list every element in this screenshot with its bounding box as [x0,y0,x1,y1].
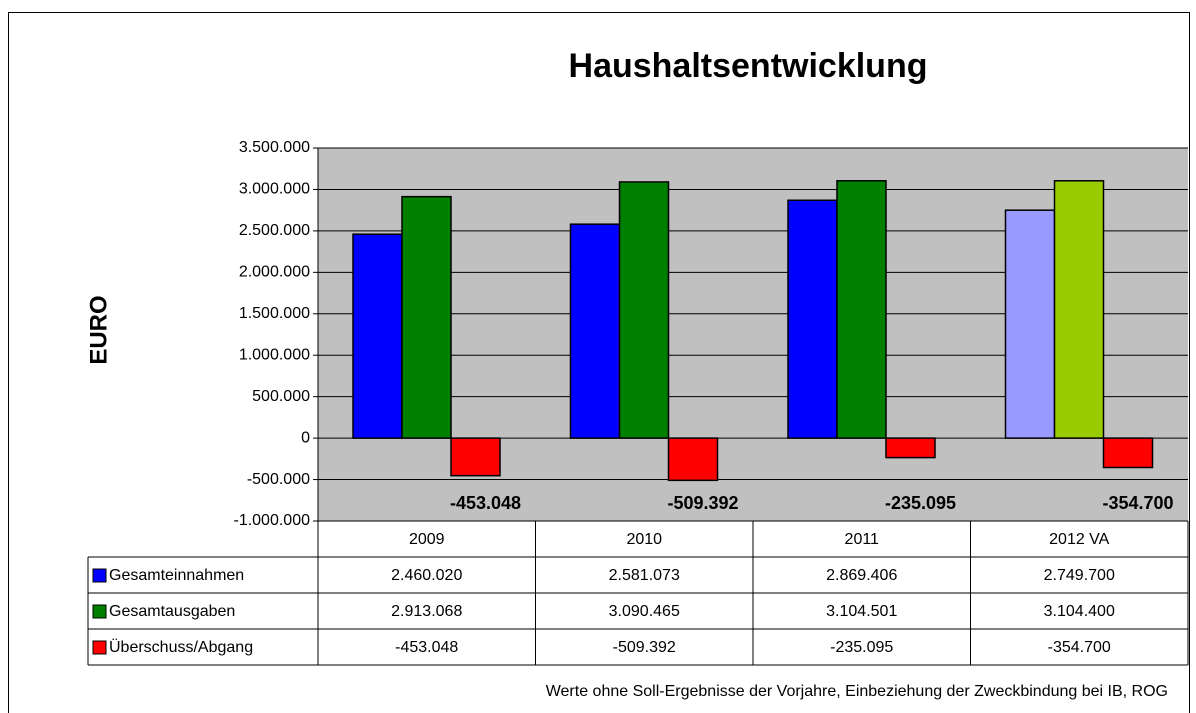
y-tick-label: 0 [301,429,310,446]
y-tick-label: 2.500.000 [239,222,310,239]
bar [787,199,838,439]
bar [1053,180,1105,439]
table-value: 3.090.465 [609,603,680,620]
table-value: -354.700 [1048,639,1111,656]
y-axis-label: EURO [85,295,112,364]
table-value: 2.913.068 [391,603,462,620]
table-value: 2.581.073 [609,567,680,584]
legend-swatch [92,568,107,583]
table-value: -453.048 [395,639,458,656]
y-tick-label: 1.500.000 [239,305,310,322]
chart-title: Haushaltsentwicklung [569,47,928,85]
bar [401,195,452,439]
y-tick-label: 3.500.000 [239,139,310,156]
y-tick-label: 2.000.000 [239,264,310,281]
x-tick-label: 2011 [845,531,880,548]
table-value: 2.869.406 [826,567,897,584]
y-tick-label: -500.000 [247,471,310,488]
y-tick-label: 1.000.000 [239,346,310,363]
table-value: -235.095 [830,639,893,656]
legend-swatch [92,604,107,619]
table-value: 2.460.020 [391,567,462,584]
data-label: -235.095 [885,493,956,513]
bar [618,181,670,439]
bar [1004,209,1056,439]
bar [450,437,501,477]
x-tick-label: 2012 VA [1049,531,1110,548]
bar [885,437,936,459]
legend-label: Überschuss/Abgang [109,638,253,656]
table-value: -509.392 [613,639,676,656]
table-value: 3.104.400 [1044,603,1115,620]
data-label: -354.700 [1102,493,1173,513]
bar [667,437,719,482]
bar [836,180,887,439]
bar [569,223,621,439]
y-tick-label: 500.000 [252,388,310,405]
legend-label: Gesamteinnahmen [109,567,244,584]
note: Werte ohne Soll-Ergebnisse der Vorjahre,… [546,683,1168,700]
table-value: 3.104.501 [826,603,897,620]
x-tick-label: 2009 [409,531,445,548]
table-value: 2.749.700 [1044,567,1115,584]
legend-label: Gesamtausgaben [109,603,235,620]
y-tick-label: -1.000.000 [233,512,310,529]
data-label: -509.392 [667,493,738,513]
bar [352,233,403,439]
y-tick-label: 3.000.000 [239,181,310,198]
data-label: -453.048 [450,493,521,513]
legend-swatch [92,640,107,655]
bar [1102,437,1154,469]
x-tick-label: 2010 [626,531,662,548]
